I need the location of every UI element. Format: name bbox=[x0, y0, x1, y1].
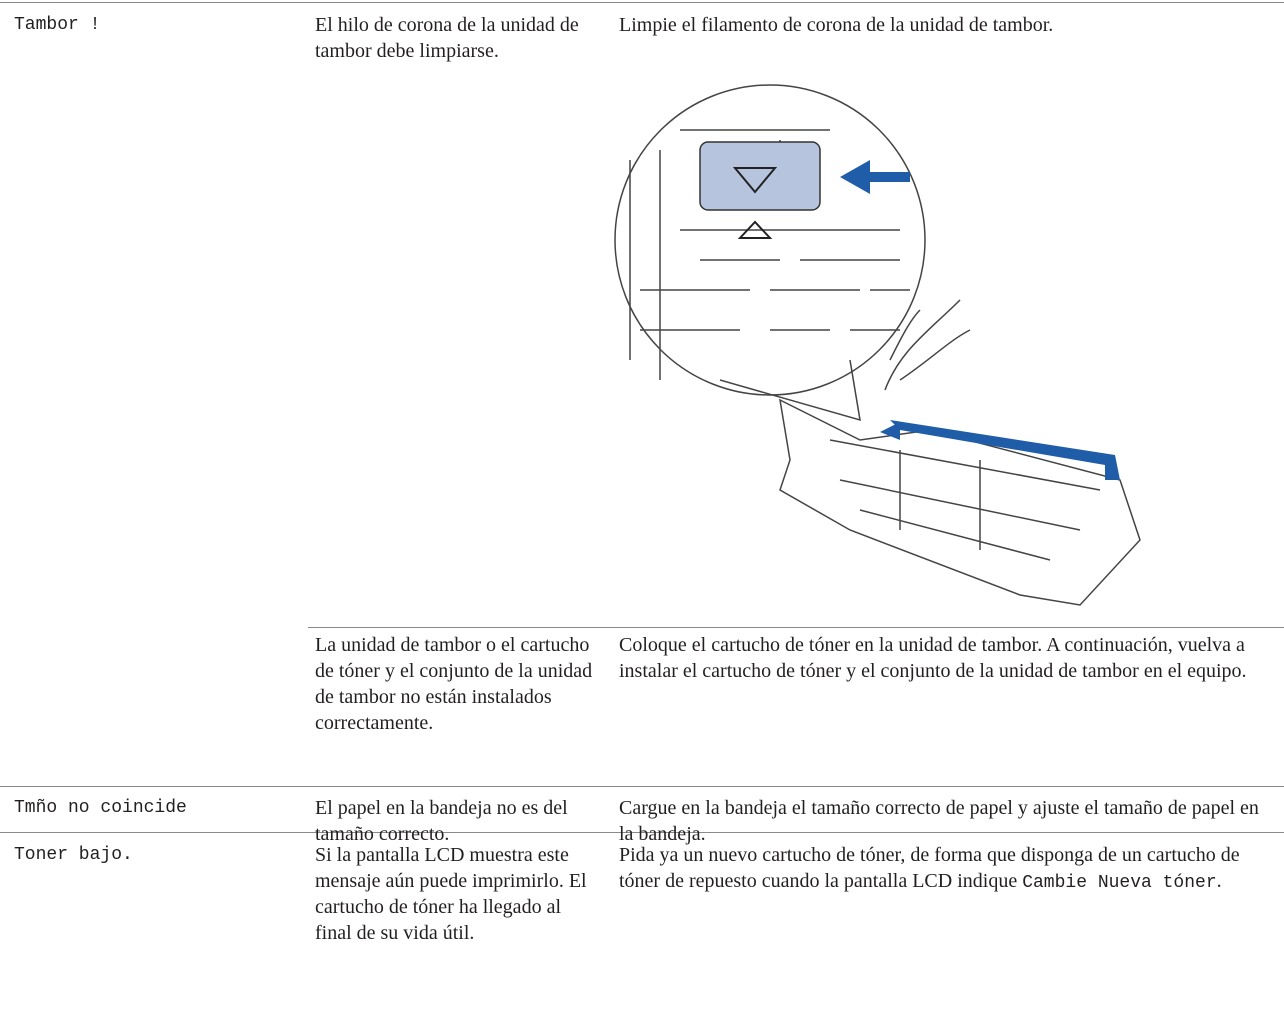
remedy: Cargue en la bandeja el tamaño correcto … bbox=[619, 797, 1259, 845]
lcd-message: Cambie Nueva tóner bbox=[1022, 873, 1217, 893]
message: Tmño no coincide bbox=[14, 798, 187, 818]
remedy: Coloque el cartucho de tóner en la unida… bbox=[619, 634, 1247, 682]
remedy: Limpie el filamento de corona de la unid… bbox=[619, 14, 1054, 36]
cause: La unidad de tambor o el cartucho de tón… bbox=[315, 634, 593, 734]
message: Tambor ! bbox=[14, 15, 101, 35]
rule bbox=[0, 2, 1284, 3]
remedy-end: . bbox=[1216, 870, 1222, 892]
illustration bbox=[614, 84, 1141, 606]
rule bbox=[0, 786, 1284, 787]
remedy-text: Pida ya un nuevo cartucho de tóner, de f… bbox=[619, 844, 1240, 892]
message: Toner bajo. bbox=[14, 845, 133, 865]
remedy: Pida ya un nuevo cartucho de tóner, de f… bbox=[619, 842, 1274, 896]
rule bbox=[308, 627, 1284, 628]
cause: El papel en la bandeja no es del tamaño … bbox=[315, 797, 568, 845]
rule bbox=[0, 832, 1284, 833]
cause: Si la pantalla LCD muestra este mensaje … bbox=[315, 844, 587, 944]
cause: El hilo de corona de la unidad de tambor… bbox=[315, 14, 579, 62]
